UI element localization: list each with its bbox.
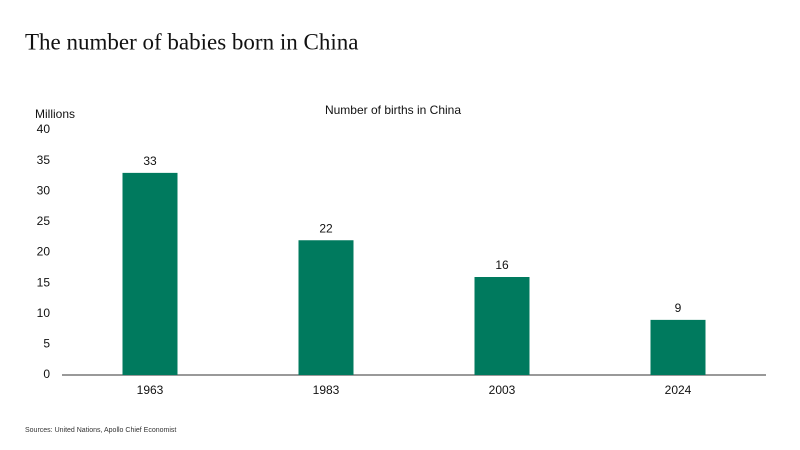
y-tick-label: 5 <box>43 337 50 351</box>
x-tick-label: 2024 <box>665 383 692 397</box>
bar <box>650 319 706 375</box>
y-axis-label: Millions <box>35 107 75 121</box>
y-tick-label: 35 <box>37 153 51 167</box>
value-label: 33 <box>143 154 157 168</box>
y-tick-label: 25 <box>37 214 51 228</box>
bar <box>122 172 178 375</box>
y-tick-label: 30 <box>37 183 51 197</box>
source-note: Sources: United Nations, Apollo Chief Ec… <box>25 427 176 434</box>
chart-title: The number of babies born in China <box>25 29 358 54</box>
value-label: 9 <box>675 301 682 315</box>
x-tick-label: 1983 <box>313 383 340 397</box>
chart-subtitle: Number of births in China <box>325 103 461 117</box>
y-tick-label: 0 <box>43 367 50 381</box>
x-tick-label: 1963 <box>137 383 164 397</box>
y-tick-label: 40 <box>37 122 51 136</box>
y-tick-label: 15 <box>37 275 51 289</box>
value-label: 16 <box>495 258 509 272</box>
value-label: 22 <box>319 221 333 235</box>
y-tick-label: 20 <box>37 245 51 259</box>
bar <box>298 240 354 375</box>
x-tick-label: 2003 <box>489 383 516 397</box>
bar <box>474 277 530 375</box>
y-tick-label: 10 <box>37 306 51 320</box>
